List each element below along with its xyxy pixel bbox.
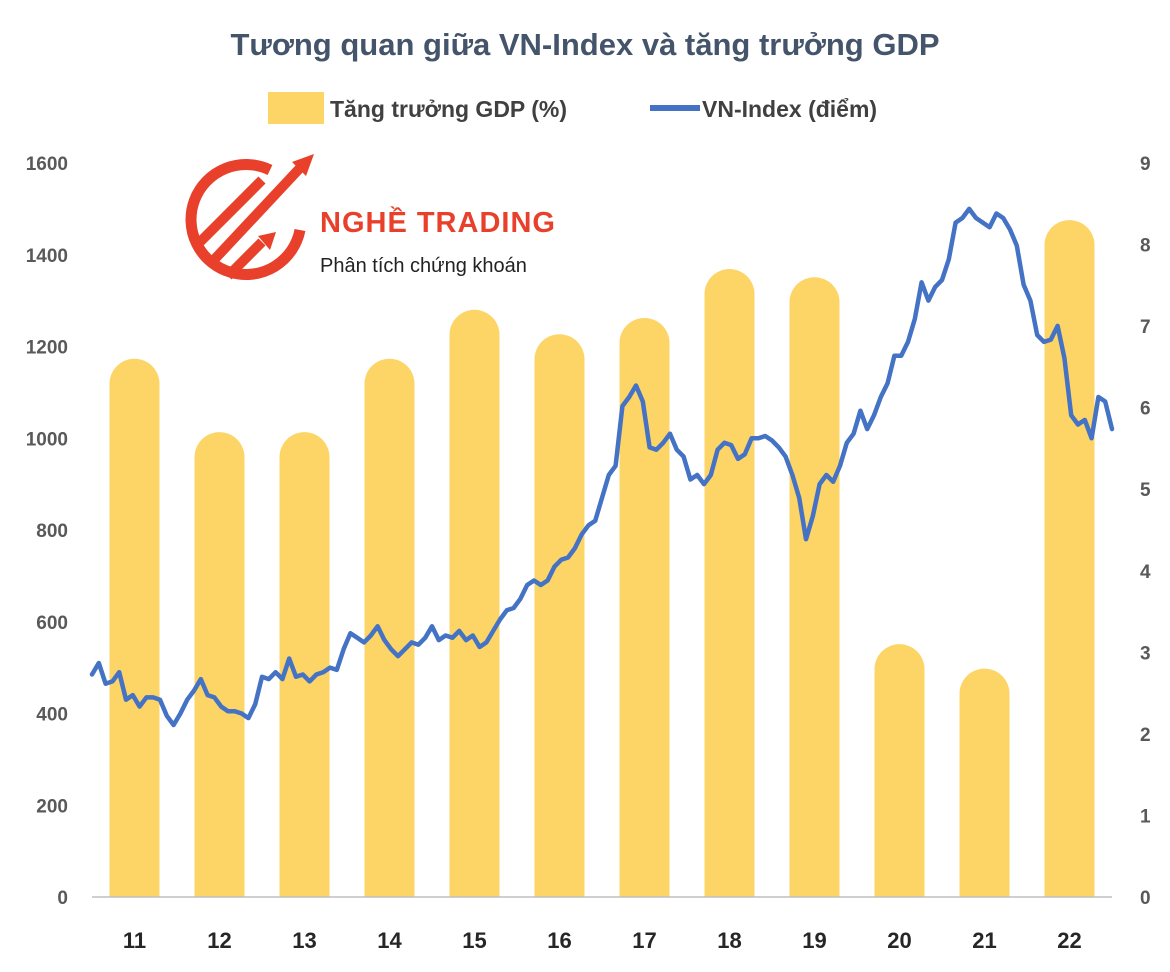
chart-title: Tương quan giữa VN-Index và tăng trưởng … — [230, 27, 939, 62]
gdp-bar — [1044, 220, 1095, 898]
legend-label-gdp: Tăng trưởng GDP (%) — [330, 96, 567, 122]
left-tick-label: 400 — [36, 705, 68, 726]
right-tick-label: 2 — [1140, 725, 1151, 746]
x-tick-label: 15 — [462, 928, 486, 953]
right-tick-label: 8 — [1140, 236, 1151, 257]
right-tick-label: 3 — [1140, 643, 1151, 664]
left-tick-label: 0 — [57, 888, 68, 909]
logo: NGHỀ TRADING Phân tích chứng khoán — [185, 154, 556, 280]
gdp-bars — [109, 220, 1095, 898]
left-tick-label: 800 — [36, 521, 68, 542]
logo-name: NGHỀ TRADING — [320, 205, 556, 239]
logo-tagline: Phân tích chứng khoán — [320, 255, 527, 277]
left-tick-label: 1200 — [26, 338, 68, 359]
vnindex-line — [89, 206, 1115, 728]
left-tick-label: 1600 — [26, 154, 68, 175]
right-tick-label: 7 — [1140, 317, 1151, 338]
x-tick-label: 17 — [632, 928, 656, 953]
x-tick-label: 11 — [123, 928, 146, 953]
x-tick-label: 22 — [1057, 928, 1081, 953]
right-tick-label: 1 — [1140, 806, 1151, 827]
x-tick-label: 12 — [207, 928, 231, 953]
vnindex-line-layer — [89, 206, 1115, 728]
gdp-bar — [364, 358, 415, 898]
gdp-bar — [789, 277, 840, 897]
gdp-bar — [959, 668, 1010, 897]
gdp-bar — [449, 309, 500, 897]
right-tick-label: 5 — [1140, 480, 1151, 501]
right-tick-label: 9 — [1140, 154, 1151, 175]
x-tick-label: 19 — [802, 928, 826, 953]
gdp-bar — [534, 334, 585, 897]
legend: Tăng trưởng GDP (%) VN-Index (điểm) — [268, 92, 877, 124]
gdp-bar — [704, 269, 755, 897]
x-axis: 11 12 13 14 15 16 17 18 19 20 21 22 — [123, 928, 1082, 953]
x-tick-label: 16 — [547, 928, 571, 953]
right-tick-label: 0 — [1140, 888, 1151, 909]
right-tick-label: 6 — [1140, 399, 1151, 420]
legend-label-vnindex: VN-Index (điểm) — [702, 96, 877, 122]
x-tick-label: 18 — [717, 928, 741, 953]
left-tick-label: 200 — [36, 796, 68, 817]
left-tick-label: 1400 — [26, 246, 68, 267]
gdp-bar — [279, 432, 330, 897]
left-tick-label: 1000 — [26, 429, 68, 450]
gdp-bar — [194, 432, 245, 897]
x-tick-label: 13 — [292, 928, 316, 953]
left-tick-label: 600 — [36, 613, 68, 634]
x-tick-label: 21 — [972, 928, 996, 953]
right-tick-label: 4 — [1140, 562, 1151, 583]
logo-mark-icon — [185, 154, 314, 280]
gdp-bar — [874, 644, 925, 897]
gdp-bar — [109, 358, 160, 897]
x-tick-label: 20 — [887, 928, 911, 953]
gdp-bar — [619, 317, 670, 897]
left-axis: 0 200 400 600 800 1000 1200 1400 1600 — [26, 154, 68, 909]
legend-swatch-gdp — [268, 92, 324, 124]
x-tick-label: 14 — [377, 928, 402, 953]
right-axis: 0 1 2 3 4 5 6 7 8 9 — [1140, 154, 1151, 909]
